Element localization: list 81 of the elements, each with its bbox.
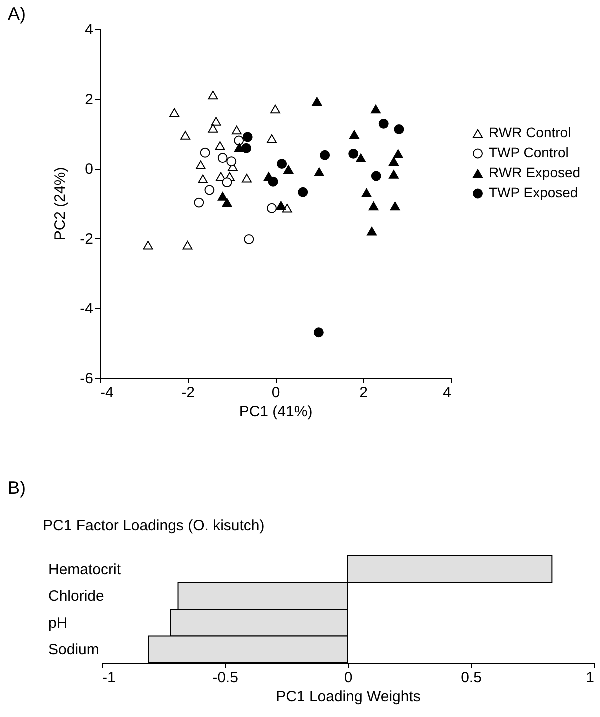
point xyxy=(367,227,377,236)
y-tick-label: Hematocrit xyxy=(48,561,122,578)
point xyxy=(298,187,308,198)
point xyxy=(196,160,206,170)
point xyxy=(242,143,252,154)
point xyxy=(208,124,218,133)
y-tick-label: 0 xyxy=(85,161,94,178)
point xyxy=(314,328,324,338)
point xyxy=(234,136,244,146)
x-axis-title: PC1 (41%) xyxy=(239,404,313,420)
point xyxy=(312,97,322,106)
point xyxy=(267,203,277,214)
x-tick-label: 0.5 xyxy=(461,670,482,686)
point xyxy=(284,165,294,174)
point xyxy=(218,153,228,164)
point xyxy=(198,174,208,184)
y-tick-label: 2 xyxy=(85,91,94,108)
text: A) xyxy=(8,4,26,25)
point xyxy=(194,198,204,208)
point xyxy=(216,172,226,181)
legend-label: RWR Control xyxy=(489,124,572,141)
point xyxy=(276,201,286,210)
x-tick-label: -0.5 xyxy=(212,670,238,686)
x-tick-label: 1 xyxy=(586,670,594,686)
point xyxy=(267,134,277,144)
x-tick-label: 4 xyxy=(443,384,452,402)
point xyxy=(211,117,222,126)
point xyxy=(388,170,399,179)
y-tick-label: -6 xyxy=(80,370,94,388)
point xyxy=(270,104,280,114)
legend-label: RWR Exposed xyxy=(489,164,581,181)
point xyxy=(222,198,232,208)
point xyxy=(242,174,252,183)
x-tick-label: -1 xyxy=(102,670,116,686)
point xyxy=(314,168,324,176)
point xyxy=(350,130,360,140)
y-tick-label: -2 xyxy=(80,230,94,248)
x-tick-label: -2 xyxy=(182,384,195,402)
point xyxy=(356,154,366,163)
point xyxy=(268,176,278,187)
point xyxy=(320,150,330,160)
y-tick-label: -4 xyxy=(80,300,94,318)
x-tick-label: 2 xyxy=(360,384,368,402)
y-tick-label: 4 xyxy=(85,22,94,38)
point xyxy=(394,124,404,134)
point xyxy=(226,156,237,167)
point xyxy=(242,132,253,142)
point xyxy=(282,204,292,213)
point xyxy=(362,188,372,198)
point xyxy=(215,142,226,150)
point xyxy=(170,108,180,118)
point xyxy=(232,126,242,135)
text: B) xyxy=(8,478,26,499)
point xyxy=(371,171,382,182)
point xyxy=(348,148,359,159)
y-axis-title: PC2 (24%) xyxy=(52,167,70,241)
point xyxy=(371,104,381,114)
point xyxy=(182,241,193,250)
point xyxy=(204,185,215,196)
x-axis-title: PC1 Loading Weights xyxy=(276,688,421,706)
x-tick-label: 0 xyxy=(272,384,280,402)
legend-label: TWP Exposed xyxy=(489,184,578,201)
point xyxy=(393,150,404,158)
point xyxy=(180,131,191,140)
point xyxy=(378,118,389,129)
x-tick-label: 0 xyxy=(344,670,353,686)
y-tick-label: Chloride xyxy=(48,588,104,606)
point xyxy=(200,148,210,158)
chart-title: PC1 Factor Loadings (O. kisutch) xyxy=(43,518,265,534)
legend-label: TWP Control xyxy=(489,144,569,161)
point xyxy=(277,159,288,170)
point xyxy=(222,178,232,188)
point xyxy=(143,241,154,250)
point xyxy=(390,202,400,211)
point xyxy=(368,202,379,211)
y-tick-label: pH xyxy=(48,614,68,632)
point xyxy=(208,90,218,100)
y-tick-label: Sodium xyxy=(48,642,100,659)
point xyxy=(388,157,399,166)
point xyxy=(244,234,254,244)
point xyxy=(218,192,228,201)
